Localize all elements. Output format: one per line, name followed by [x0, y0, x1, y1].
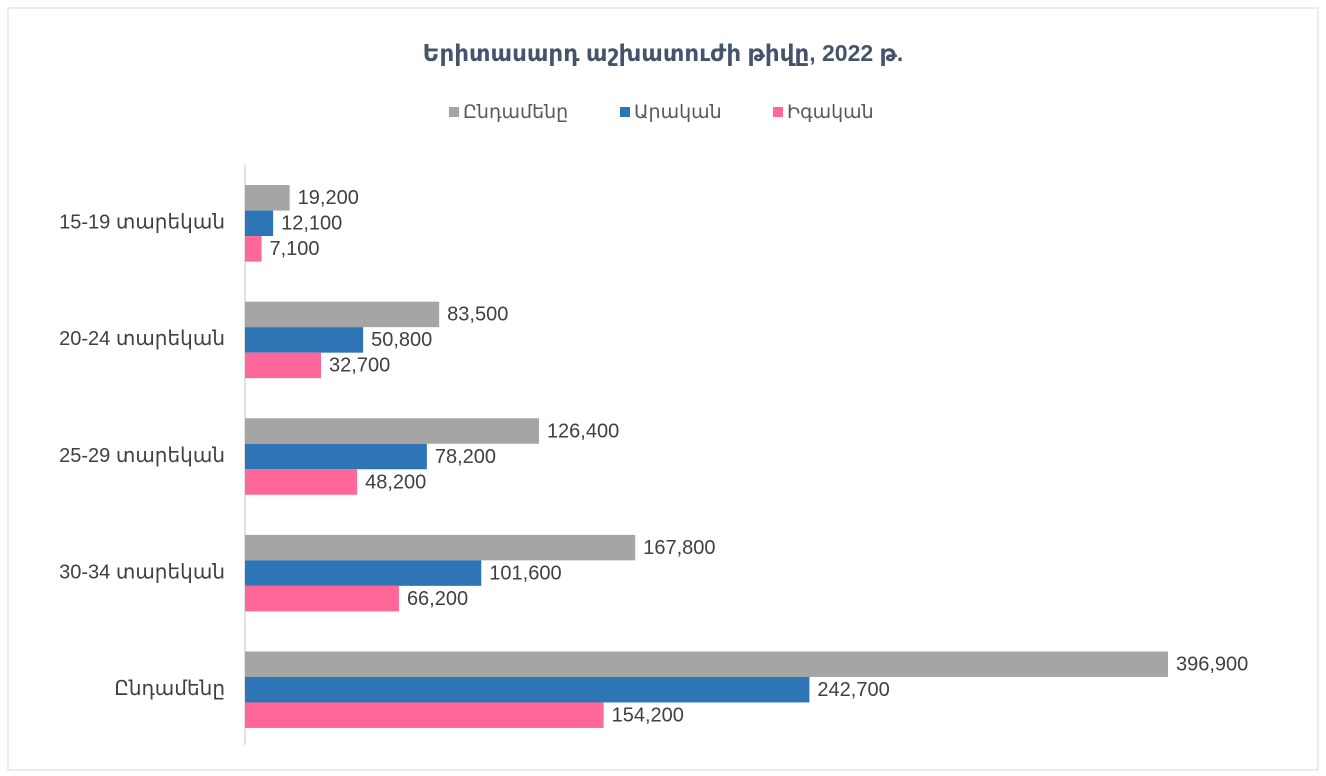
bar	[245, 301, 440, 328]
data-label: 154,200	[612, 704, 684, 726]
y-tick-label: 15-19 տարեկան	[59, 212, 225, 234]
legend-label: Արական	[634, 102, 722, 123]
bar	[245, 651, 1168, 677]
legend-label: Իգական	[787, 102, 874, 123]
y-tick-label: 20-24 տարեկան	[59, 328, 225, 350]
y-tick-label: 30-34 տարեկան	[59, 561, 225, 583]
chart-frame	[7, 7, 1319, 771]
data-label: 83,500	[447, 304, 508, 326]
data-label: 242,700	[817, 679, 889, 701]
bar	[245, 560, 482, 586]
legend-swatch	[620, 107, 630, 117]
bar	[245, 210, 274, 237]
data-label: 396,900	[1176, 653, 1248, 675]
legend-swatch	[773, 107, 783, 117]
legend-label: Ընդամենը	[463, 102, 568, 123]
data-label: 101,600	[489, 562, 561, 584]
data-label: 48,200	[365, 471, 426, 493]
bar	[245, 534, 636, 561]
data-label: 19,200	[298, 187, 359, 209]
bar	[245, 185, 290, 211]
data-label: 50,800	[371, 329, 432, 351]
bar	[245, 236, 262, 262]
data-label: 12,100	[281, 213, 342, 235]
bar	[245, 443, 427, 470]
data-label: 126,400	[547, 420, 619, 442]
data-label: 78,200	[435, 446, 496, 468]
data-label: 32,700	[329, 355, 390, 377]
bar	[245, 352, 322, 379]
y-tick-label: 25-29 տարեկան	[59, 445, 225, 467]
chart-title: Երիտասարդ աշխատուժի թիվը, 2022 թ.	[423, 40, 904, 66]
bar	[245, 676, 810, 703]
bar	[245, 469, 358, 495]
legend-swatch	[449, 107, 459, 117]
data-label: 167,800	[643, 537, 715, 559]
bar	[245, 327, 364, 353]
y-tick-label: Ընդամենը	[114, 678, 225, 700]
bar	[245, 418, 539, 444]
bar	[245, 702, 604, 728]
data-label: 7,100	[270, 238, 320, 260]
bar	[245, 585, 399, 612]
data-label: 66,200	[407, 588, 468, 610]
